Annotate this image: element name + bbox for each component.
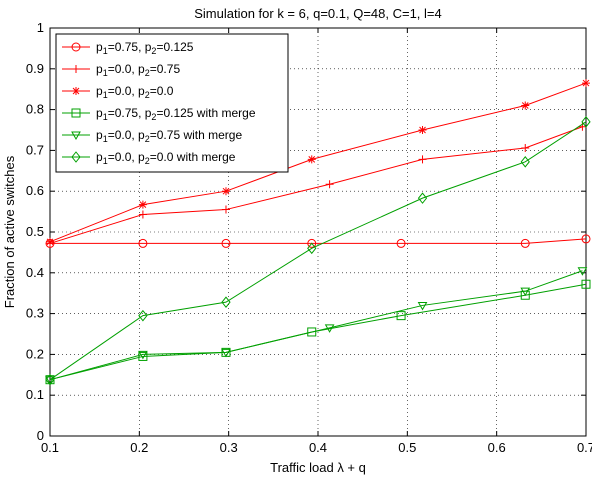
x-tick-label: 0.7	[577, 440, 592, 455]
x-axis-label: Traffic load λ + q	[270, 460, 366, 475]
data-point	[221, 348, 231, 358]
legend-label: p1=0.75, p2=0.125	[96, 40, 194, 56]
legend-label: p1=0.0, p2=0.0 with merge	[96, 150, 236, 166]
data-point	[396, 311, 406, 321]
series-line	[50, 238, 587, 244]
y-tick-label: 0.4	[26, 265, 44, 280]
legend-entry: p1=0.0, p2=0.0	[62, 84, 174, 100]
data-point	[325, 180, 334, 189]
legend-marker	[72, 65, 80, 73]
data-point	[138, 309, 148, 322]
data-point	[324, 324, 335, 333]
data-point	[221, 296, 231, 308]
series-line	[49, 283, 587, 381]
data-point	[520, 287, 531, 297]
data-point	[138, 350, 148, 360]
legend-marker	[71, 131, 81, 141]
y-tick-label: 0.9	[26, 61, 44, 76]
data-point	[521, 143, 530, 152]
data-point	[138, 238, 148, 248]
legend-entry: p1=0.0, p2=0.75	[62, 62, 180, 78]
data-point	[418, 155, 427, 164]
y-tick-label: 0.2	[26, 346, 44, 361]
data-point	[307, 155, 316, 164]
data-point	[138, 200, 147, 209]
y-tick-label: 0.6	[26, 183, 44, 198]
data-point	[221, 187, 230, 196]
data-point	[138, 351, 148, 361]
x-tick-label: 0.5	[398, 440, 416, 455]
x-tick-label: 0.2	[130, 440, 148, 455]
legend-box	[55, 33, 289, 173]
chart-title: Simulation for k = 6, q=0.1, Q=48, C=1, …	[194, 6, 442, 21]
legend-entry: p1=0.75, p2=0.125	[62, 40, 194, 56]
series-2	[46, 79, 590, 246]
legend-marker	[72, 87, 80, 95]
series-layer	[45, 79, 591, 386]
y-tick-label: 0.3	[26, 306, 44, 321]
y-axis-label: Fraction of active switches	[2, 155, 17, 308]
legend-label: p1=0.0, p2=0.75 with merge	[96, 128, 242, 144]
data-point	[520, 238, 530, 248]
legend-entry: p1=0.0, p2=0.0 with merge	[62, 150, 236, 166]
y-tick-label: 0.8	[26, 102, 44, 117]
data-point	[307, 327, 317, 337]
x-tick-label: 0.6	[488, 440, 506, 455]
series-line	[49, 270, 583, 381]
legend-entry: p1=0.0, p2=0.75 with merge	[62, 128, 242, 144]
data-point	[396, 238, 406, 248]
data-point	[418, 126, 427, 134]
legend-marker	[71, 151, 81, 163]
data-point	[45, 376, 55, 385]
data-point	[221, 238, 231, 248]
axis-ticks: 0.1 0.2 0.3 0.4 0.5 0.6 0.700.10.20.30.40.50.6…	[26, 20, 592, 455]
legend-marker	[71, 108, 81, 118]
data-point	[46, 237, 54, 246]
y-tick-label: 0.1	[26, 387, 44, 402]
data-point	[520, 156, 530, 168]
data-point	[581, 116, 591, 128]
data-point	[307, 238, 317, 248]
data-point	[581, 279, 591, 289]
data-point	[582, 79, 590, 88]
series-1	[46, 122, 587, 248]
data-point	[138, 210, 147, 219]
data-point	[307, 242, 317, 255]
legend-label: p1=0.0, p2=0.75	[96, 62, 180, 78]
x-tick-label: 0.3	[220, 440, 238, 455]
data-point	[221, 205, 230, 214]
y-tick-label: 1	[37, 20, 44, 35]
data-point	[417, 192, 428, 204]
series-5	[45, 116, 591, 386]
data-point	[521, 101, 530, 110]
y-tick-label: 0.5	[26, 224, 44, 239]
data-point	[581, 234, 591, 244]
series-line	[49, 121, 587, 381]
data-point	[577, 267, 588, 276]
x-tick-label: 0.1	[41, 440, 59, 455]
legend-label: p1=0.75, p2=0.125 with merge	[96, 106, 256, 122]
series-4	[45, 267, 588, 385]
x-tick-label: 0.4	[309, 440, 327, 455]
data-point	[45, 373, 55, 386]
legend-entry: p1=0.75, p2=0.125 with merge	[62, 106, 256, 122]
legend-label: p1=0.0, p2=0.0	[96, 84, 174, 100]
legend-marker	[71, 42, 81, 52]
data-point	[417, 301, 428, 311]
y-tick-label: 0	[37, 428, 44, 443]
y-tick-label: 0.7	[26, 142, 44, 157]
legend: p1=0.75, p2=0.125 p1=0.0, p2=0.75 p1=0.0, …	[55, 33, 289, 173]
